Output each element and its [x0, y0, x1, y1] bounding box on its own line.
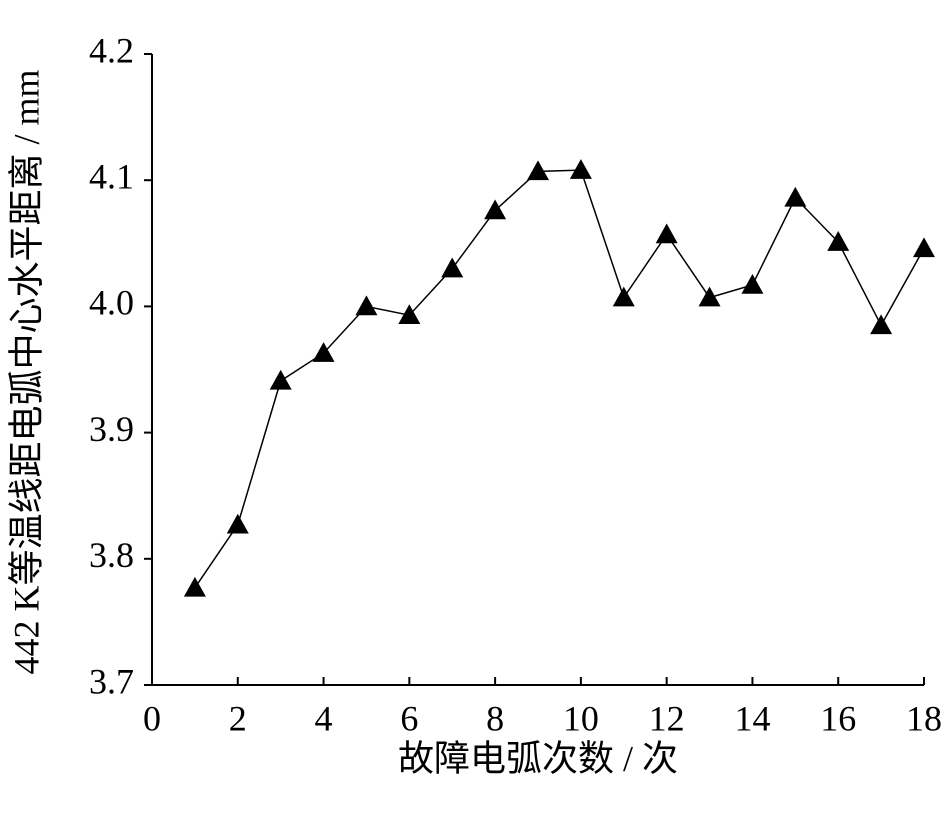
- marker: [913, 237, 935, 258]
- y-axis-label: 442 K等温线距电弧中心水平距离 / mm: [6, 69, 46, 674]
- x-tick-label: 10: [563, 698, 599, 738]
- marker: [870, 314, 893, 335]
- marker: [784, 186, 807, 207]
- x-tick-label: 14: [734, 698, 770, 738]
- y-tick-label: 4.0: [89, 283, 134, 323]
- marker: [569, 159, 592, 179]
- marker: [698, 286, 721, 307]
- marker: [312, 342, 335, 362]
- y-tick-label: 3.7: [89, 661, 134, 701]
- y-tick-label: 3.9: [89, 409, 134, 449]
- x-axis-label: 故障电弧次数 / 次: [398, 738, 678, 778]
- marker: [183, 576, 206, 597]
- marker: [827, 231, 850, 251]
- x-tick-label: 2: [229, 698, 247, 738]
- marker: [398, 304, 421, 325]
- x-tick-label: 16: [820, 698, 856, 738]
- y-tick-label: 4.2: [89, 30, 134, 70]
- marker: [269, 369, 292, 390]
- x-tick-label: 0: [143, 698, 161, 738]
- marker: [527, 160, 549, 181]
- marker: [741, 273, 764, 294]
- y-tick-label: 3.8: [89, 535, 134, 575]
- x-tick-label: 8: [486, 698, 504, 738]
- marker: [226, 513, 249, 534]
- marker: [484, 199, 507, 220]
- series-line: [194, 169, 925, 589]
- marker: [655, 223, 678, 244]
- x-tick-label: 18: [906, 698, 942, 738]
- marker: [355, 295, 378, 316]
- marker: [612, 286, 635, 307]
- y-tick-label: 4.1: [89, 156, 134, 196]
- x-tick-label: 12: [649, 698, 685, 738]
- x-tick-label: 6: [400, 698, 418, 738]
- x-tick-label: 4: [315, 698, 333, 738]
- marker: [441, 257, 464, 278]
